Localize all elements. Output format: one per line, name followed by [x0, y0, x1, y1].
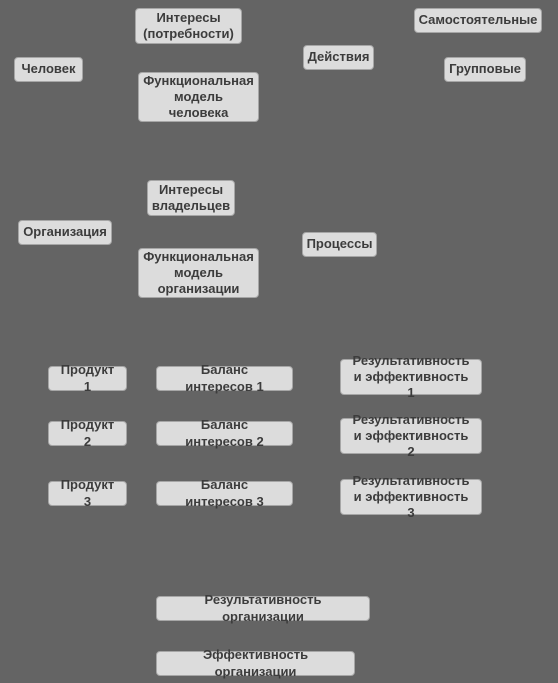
node-label: Результативность организации	[167, 592, 359, 625]
node-balance2: Баланс интересов 2	[156, 421, 293, 446]
node-label: Эффективность организации	[167, 647, 344, 680]
node-label: Процессы	[307, 236, 373, 252]
node-actions: Действия	[303, 45, 374, 70]
node-group: Групповые	[444, 57, 526, 82]
node-label: Продукт 2	[59, 417, 116, 450]
node-person: Человек	[14, 57, 83, 82]
node-interests-needs: Интересы (потребности)	[135, 8, 242, 44]
node-org-eff: Эффективность организации	[156, 651, 355, 676]
node-func-model-org: Функциональная модель организации	[138, 248, 259, 298]
node-label: Интересы (потребности)	[143, 10, 234, 43]
node-resulteff1: Результативность и эффективность 1	[340, 359, 482, 395]
node-balance3: Баланс интересов 3	[156, 481, 293, 506]
node-product3: Продукт 3	[48, 481, 127, 506]
node-label: Действия	[308, 49, 370, 65]
node-product1: Продукт 1	[48, 366, 127, 391]
node-resulteff2: Результативность и эффективность 2	[340, 418, 482, 454]
node-label: Результативность и эффективность 2	[351, 412, 471, 461]
node-label: Групповые	[449, 61, 521, 77]
node-independent: Самостоятельные	[414, 8, 542, 33]
node-label: Баланс интересов 3	[167, 477, 282, 510]
node-product2: Продукт 2	[48, 421, 127, 446]
node-processes: Процессы	[302, 232, 377, 257]
node-label: Баланс интересов 2	[167, 417, 282, 450]
diagram-canvas	[0, 0, 558, 683]
node-label: Функциональная модель организации	[143, 249, 254, 298]
node-label: Продукт 3	[59, 477, 116, 510]
node-func-model-person: Функциональная модель человека	[138, 72, 259, 122]
node-owners-interests: Интересы владельцев	[147, 180, 235, 216]
node-label: Продукт 1	[59, 362, 116, 395]
node-label: Человек	[22, 61, 76, 77]
node-org-result: Результативность организации	[156, 596, 370, 621]
node-balance1: Баланс интересов 1	[156, 366, 293, 391]
node-label: Функциональная модель человека	[143, 73, 254, 122]
node-label: Интересы владельцев	[152, 182, 230, 215]
node-label: Организация	[23, 224, 107, 240]
node-label: Самостоятельные	[419, 12, 538, 28]
node-label: Результативность и эффективность 3	[351, 473, 471, 522]
node-resulteff3: Результативность и эффективность 3	[340, 479, 482, 515]
node-label: Результативность и эффективность 1	[351, 353, 471, 402]
node-label: Баланс интересов 1	[167, 362, 282, 395]
node-organization: Организация	[18, 220, 112, 245]
